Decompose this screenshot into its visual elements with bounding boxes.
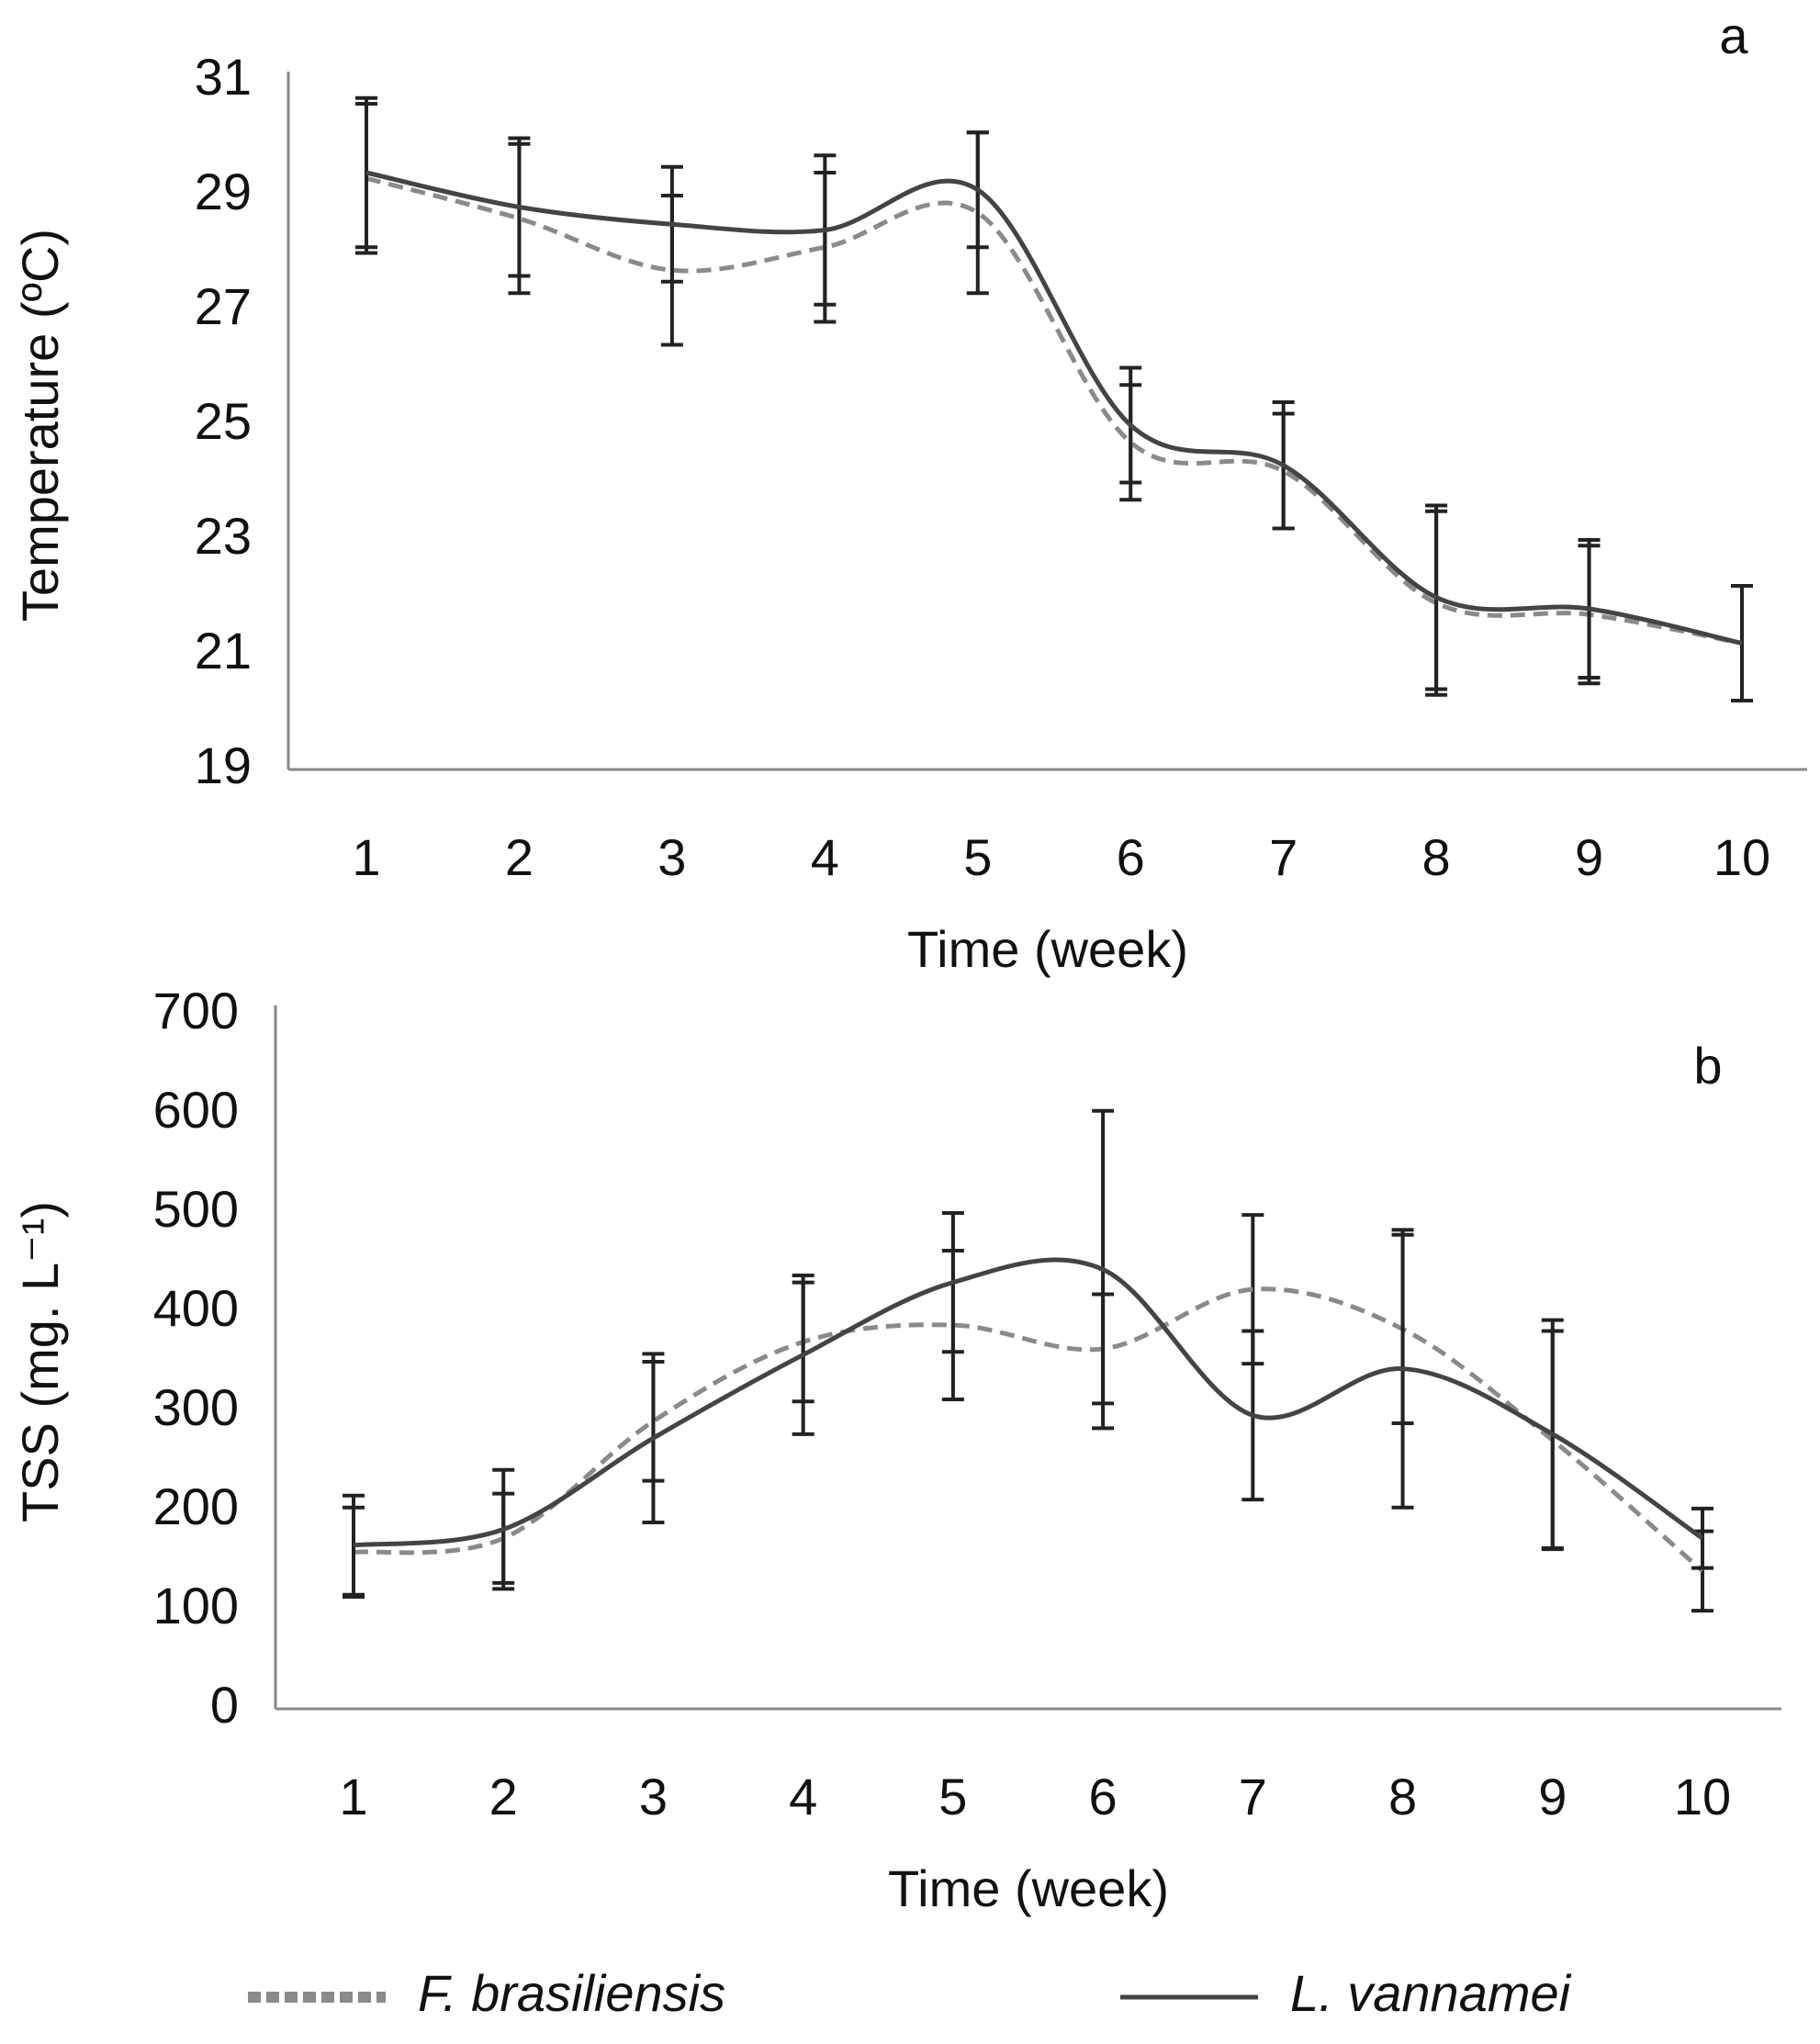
y-tick-label: 400 [153, 1279, 239, 1337]
x-tick-label: 5 [938, 1768, 967, 1825]
x-tick-label: 2 [505, 828, 534, 886]
y-tick-label: 23 [195, 507, 252, 565]
x-tick-label: 1 [339, 1768, 367, 1825]
y-tick-label: 0 [210, 1676, 239, 1734]
x-tick-label: 3 [657, 828, 686, 886]
y-tick-label: 25 [195, 392, 252, 450]
y-tick-label: 300 [153, 1378, 239, 1436]
x-tick-label: 1 [352, 828, 380, 886]
y-axis-label: Temperature (ºC) [11, 229, 69, 622]
y-tick-label: 100 [153, 1577, 239, 1634]
x-tick-label: 6 [1117, 828, 1145, 886]
y-tick-label: 200 [153, 1477, 239, 1535]
legend-label: L. vannamei [1290, 1964, 1572, 2022]
x-tick-label: 5 [963, 828, 992, 886]
series-line [353, 1286, 1704, 1573]
x-tick-label: 6 [1089, 1768, 1118, 1825]
x-tick-label: 10 [1713, 828, 1770, 886]
legend-label: F. brasiliensis [418, 1964, 725, 2022]
series-line [353, 1257, 1704, 1548]
x-tick-label: 7 [1239, 1768, 1267, 1825]
y-axis-label: TSS (mg. L⁻¹) [11, 1201, 69, 1522]
y-tick-label: 500 [153, 1180, 239, 1238]
x-tick-label: 10 [1674, 1768, 1731, 1825]
x-tick-label: 4 [789, 1768, 817, 1825]
x-tick-label: 3 [639, 1768, 668, 1825]
y-tick-label: 29 [195, 163, 252, 220]
x-tick-label: 8 [1422, 828, 1451, 886]
x-tick-label: 2 [489, 1768, 518, 1825]
y-tick-label: 21 [195, 622, 252, 679]
y-tick-label: 31 [195, 48, 252, 106]
y-tick-label: 600 [153, 1081, 239, 1139]
x-tick-label: 7 [1269, 828, 1298, 886]
x-tick-label: 4 [811, 828, 839, 886]
x-tick-label: 8 [1388, 1768, 1417, 1825]
x-axis-label: Time (week) [888, 1859, 1169, 1917]
panel-label: b [1693, 1037, 1722, 1095]
y-tick-label: 19 [195, 736, 252, 794]
y-tick-label: 700 [153, 982, 239, 1039]
series-line [365, 175, 1743, 646]
x-axis-label: Time (week) [907, 920, 1188, 978]
y-tick-label: 27 [195, 277, 252, 335]
panel-label: a [1719, 6, 1748, 64]
x-tick-label: 9 [1575, 828, 1603, 886]
x-tick-label: 9 [1538, 1768, 1567, 1825]
series-line [365, 170, 1743, 646]
